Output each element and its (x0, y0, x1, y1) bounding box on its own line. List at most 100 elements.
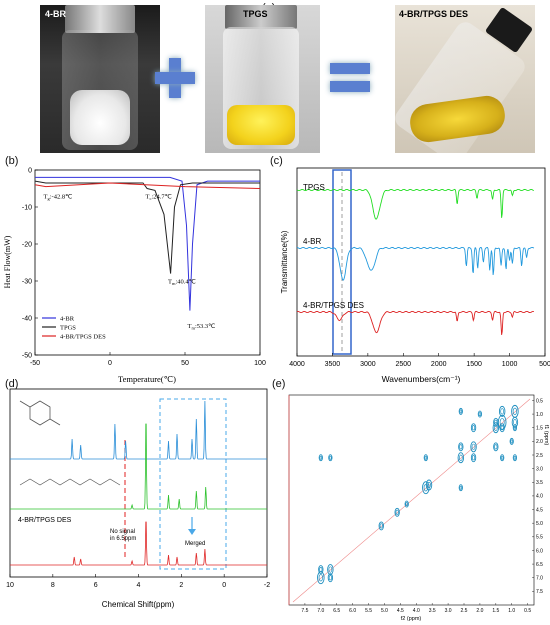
ftir-xlabel: Wavenumbers(cm⁻¹) (382, 374, 461, 384)
nmr-nosignal-label-1: No signal (110, 529, 135, 535)
dsc-ytick-label: -30 (22, 279, 32, 286)
cosy-cross-peak-inner (405, 502, 408, 507)
cosy-cross-peak-inner (471, 443, 476, 450)
cosy-cross-peak-inner (329, 455, 332, 460)
ftir-spectrum-line (296, 246, 535, 281)
cosy-cross-peak-inner (499, 418, 505, 427)
nmr-xtick-label: 6 (94, 582, 98, 589)
nmr-spectrum-line (10, 423, 267, 510)
photo-des: 4-BR/TPGS DES (395, 5, 535, 153)
nmr-spectrum-line (10, 400, 267, 460)
nmr-xtick-label: 8 (51, 582, 55, 589)
ftir-xtick-label: 3000 (360, 361, 376, 368)
equals-sign (330, 63, 370, 93)
cosy-cross-peak (328, 454, 333, 462)
nmr-xtick-label: -2 (264, 582, 270, 589)
cosy-cross-peak-inner (319, 566, 323, 573)
nmr-xtick-label: 0 (222, 582, 226, 589)
cosy-ytick-label: 6.5 (536, 562, 543, 568)
dsc-xtick-label: -50 (30, 360, 40, 367)
cosy-cross-peak (458, 407, 463, 415)
cosy-cross-peak-inner (512, 407, 518, 416)
cosy-ytick-label: 7.5 (536, 589, 543, 595)
cosy-cross-peak-inner (459, 444, 463, 450)
ftir-xtick-label: 1500 (466, 361, 482, 368)
cosy-cross-peak (493, 417, 499, 427)
cosy-cross-peak (512, 424, 518, 432)
nmr-xtick-label: 4 (137, 582, 141, 589)
cosy-cross-peak-inner (395, 509, 399, 515)
cosy-cross-peak-inner (494, 444, 498, 450)
panel-d-tag: (d) (5, 378, 19, 390)
dsc-ytick-label: -50 (22, 353, 32, 360)
ftir-xtick-label: 2500 (395, 361, 411, 368)
dsc-annotation: Tc:24.7℃ (146, 194, 173, 202)
cosy-cross-peak (470, 423, 477, 433)
cosy-ytick-label: 3.0 (536, 466, 543, 472)
cosy-cross-peak-inner (319, 455, 323, 460)
cosy-cross-peak (423, 454, 428, 462)
dsc-legend-label: 4-BR (60, 316, 75, 323)
dsc-ytick-label: -20 (22, 242, 32, 249)
dsc-annotation: Tm:40.4℃ (168, 279, 197, 287)
cosy-ytick-label: 4.5 (536, 507, 543, 513)
cosy-xtick-label: 2.5 (461, 608, 468, 614)
cosy-xtick-label: 7.0 (317, 608, 324, 614)
cosy-cross-peak (512, 454, 518, 462)
cosy-cross-peak-inner (500, 425, 504, 431)
cosy-cross-peak (425, 479, 433, 491)
cosy-cross-peak (499, 423, 505, 433)
panel-e-tag: (e) (272, 378, 286, 390)
nmr-xtick-label: 2 (179, 582, 183, 589)
cosy-cross-peak (318, 565, 324, 574)
cosy-cross-peak (509, 437, 514, 445)
cosy-cross-peak-inner (493, 424, 498, 431)
cosy-xtick-label: 5.0 (381, 608, 388, 614)
ftir-chart: 4000 3500 3000 2500 2000 1500 1000 500 Transmit… (280, 167, 550, 384)
nmr-merged-arrowhead (188, 529, 196, 535)
nmr-nosignal-label-2: in 6.5ppm (110, 536, 136, 542)
ftir-xtick-label: 1000 (502, 361, 518, 368)
cosy-cross-peak-inner (328, 575, 332, 581)
ftir-xtick-label: 4000 (289, 361, 305, 368)
cosy-cross-peak-inner (500, 455, 504, 460)
nmr-spectrum-line (10, 521, 267, 566)
ftir-label-4br: 4-BR (303, 237, 321, 246)
cosy-cross-peak-inner (458, 454, 463, 461)
cosy-xtick-label: 2.0 (476, 608, 483, 614)
cosy-cross-peak-inner (424, 455, 428, 460)
cosy-cross-peak-inner (494, 419, 498, 425)
nmr-chart: 10 8 6 4 2 0 -2 Merged No signal in 6.5ppm 4-B… (6, 388, 270, 609)
cosy-ytick-label: 5.5 (536, 535, 543, 541)
cosy-xtick-label: 3.0 (445, 608, 452, 614)
photo-tpgs: TPGS (205, 5, 320, 153)
cosy-ytick-label: 4.0 (536, 494, 543, 500)
plus-sign (155, 58, 195, 98)
ftir-xtick-label: 3500 (325, 361, 341, 368)
dsc-annotation: Tm:53.3℃ (188, 323, 217, 331)
dsc-chart: -50 0 50 100 0 -10 -20 -30 -40 -50 Tg:-42.8℃ Tc:24… (3, 168, 266, 385)
dsc-ytick-label: -10 (22, 205, 32, 212)
cosy-xtick-label: 6.0 (349, 608, 356, 614)
cosy-cross-peak-inner (478, 412, 482, 417)
dsc-xtick-label: 50 (181, 360, 189, 367)
cosy-cross-peak-inner (318, 574, 323, 582)
cosy-ytick-label: 1.0 (536, 412, 543, 418)
cosy-xtick-label: 5.5 (365, 608, 372, 614)
photo-tpgs-label: TPGS (243, 9, 268, 19)
cosy-cross-peak-inner (513, 455, 517, 460)
ftir-spectrum-line (296, 310, 535, 335)
cosy-xtick-label: 0.5 (524, 608, 531, 614)
ftir-xtick-label: 2000 (431, 361, 447, 368)
molecule-4br-sketch (19, 400, 61, 426)
cosy-cross-peak-inner (459, 409, 463, 414)
cosy-chart: 7.5 7.0 6.5 6.0 5.5 5.0 4.5 4.0 3.5 3.0 2.5 2.0 1.5 1… (288, 394, 549, 622)
cosy-ytick-label: 1.5 (536, 426, 543, 432)
cosy-ytick-label: 7.0 (536, 576, 543, 582)
cosy-cross-peak-inner (510, 439, 513, 444)
cosy-cross-peak (327, 573, 334, 583)
molecule-tpgs-sketch (19, 478, 121, 486)
cosy-cross-peak-inner (513, 425, 517, 430)
nmr-merged-label: Merged (185, 541, 205, 547)
cosy-cross-peak-inner (471, 455, 476, 461)
